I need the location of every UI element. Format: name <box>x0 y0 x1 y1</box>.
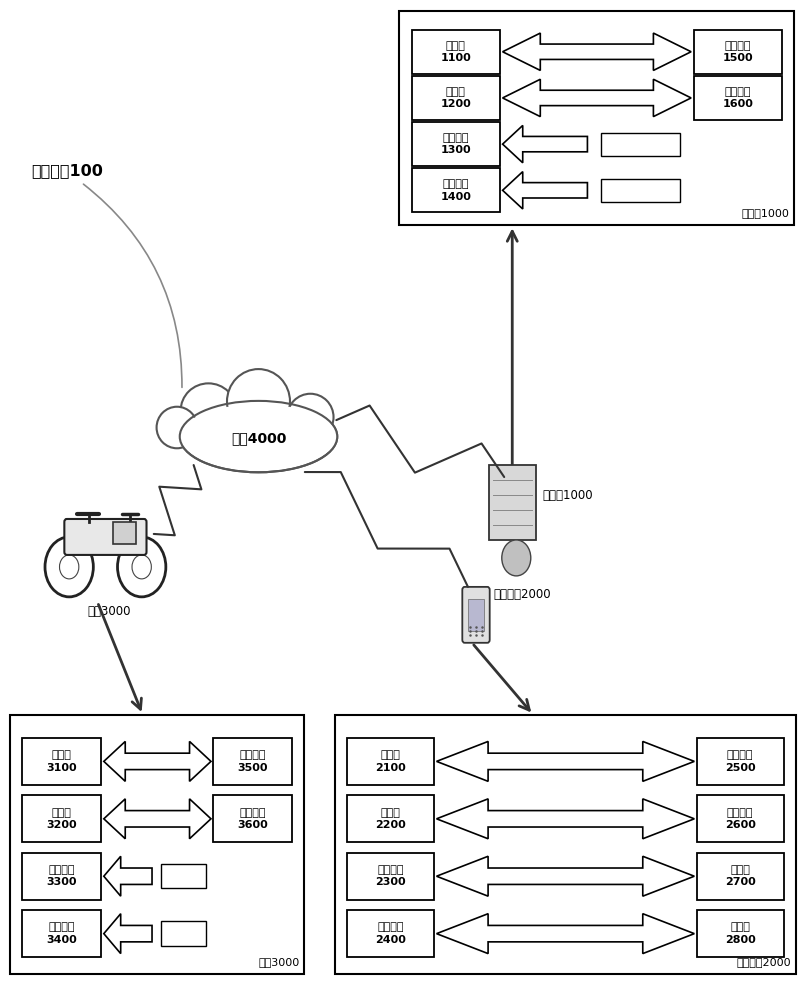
Ellipse shape <box>180 404 337 469</box>
Text: 显示装置
2500: 显示装置 2500 <box>725 750 755 773</box>
Ellipse shape <box>180 401 337 472</box>
Bar <box>335 715 796 974</box>
Text: 输入装置
1600: 输入装置 1600 <box>722 87 753 109</box>
Polygon shape <box>104 799 211 839</box>
Ellipse shape <box>227 369 290 434</box>
Text: 接口装置
1300: 接口装置 1300 <box>441 133 471 155</box>
Text: 接口装置
2300: 接口装置 2300 <box>375 865 406 887</box>
Text: 存储器
3200: 存储器 3200 <box>47 808 77 830</box>
Polygon shape <box>437 914 694 954</box>
Polygon shape <box>104 914 152 954</box>
Text: 通信装置
2400: 通信装置 2400 <box>375 922 406 945</box>
Text: 麦克风
2800: 麦克风 2800 <box>725 922 755 945</box>
Text: 车辆3000: 车辆3000 <box>88 605 132 618</box>
Bar <box>23 795 102 842</box>
Text: 处理器
3100: 处理器 3100 <box>47 750 77 773</box>
Polygon shape <box>503 125 587 163</box>
Text: 服务器1000: 服务器1000 <box>543 489 593 502</box>
Bar <box>468 599 484 631</box>
Bar <box>23 853 102 900</box>
Ellipse shape <box>287 394 333 440</box>
Polygon shape <box>437 799 694 839</box>
Text: 存储器
2200: 存储器 2200 <box>375 808 406 830</box>
Polygon shape <box>503 33 691 70</box>
Bar <box>161 921 207 946</box>
Bar <box>213 795 292 842</box>
Polygon shape <box>503 172 587 209</box>
Bar <box>693 76 782 120</box>
Bar <box>412 76 500 120</box>
Polygon shape <box>104 856 152 896</box>
Ellipse shape <box>181 383 236 438</box>
Bar <box>10 715 304 974</box>
Text: 网络4000: 网络4000 <box>231 431 286 445</box>
Bar <box>693 30 782 74</box>
Polygon shape <box>437 856 694 896</box>
Text: 用户终端2000: 用户终端2000 <box>736 957 791 967</box>
Text: 通信装置
1400: 通信装置 1400 <box>441 179 471 202</box>
Bar <box>114 522 136 544</box>
Bar <box>347 910 434 957</box>
Polygon shape <box>437 741 694 781</box>
Text: 接口装置
3300: 接口装置 3300 <box>47 865 77 887</box>
Bar <box>412 122 500 166</box>
Bar <box>601 133 680 156</box>
Text: 车辆3000: 车辆3000 <box>258 957 299 967</box>
Text: 输入装置
2600: 输入装置 2600 <box>725 808 755 830</box>
Text: 存储器
1200: 存储器 1200 <box>441 87 471 109</box>
Polygon shape <box>104 741 211 781</box>
Bar <box>347 853 434 900</box>
Ellipse shape <box>157 407 198 448</box>
FancyBboxPatch shape <box>65 519 147 555</box>
Text: 处理器
1100: 处理器 1100 <box>441 41 471 63</box>
Bar <box>696 853 784 900</box>
Text: 输出装置
3500: 输出装置 3500 <box>237 750 268 773</box>
Circle shape <box>502 540 531 576</box>
Bar <box>489 465 536 540</box>
Text: 处理器
2100: 处理器 2100 <box>375 750 406 773</box>
Text: 服务器1000: 服务器1000 <box>742 208 789 218</box>
Bar <box>696 738 784 785</box>
Bar <box>601 179 680 202</box>
Bar <box>412 168 500 212</box>
Bar <box>347 738 434 785</box>
Text: 车辆系统100: 车辆系统100 <box>31 163 103 178</box>
FancyBboxPatch shape <box>462 587 490 643</box>
Text: 显示装置
1500: 显示装置 1500 <box>722 41 753 63</box>
Bar <box>696 910 784 957</box>
Text: 通信装置
3400: 通信装置 3400 <box>47 922 77 945</box>
Bar <box>23 738 102 785</box>
Text: 用户终端2000: 用户终端2000 <box>494 588 551 601</box>
Bar <box>347 795 434 842</box>
Text: 扬声器
2700: 扬声器 2700 <box>725 865 755 887</box>
Text: 输入装置
3600: 输入装置 3600 <box>237 808 268 830</box>
Bar <box>696 795 784 842</box>
Bar <box>399 11 794 225</box>
Bar <box>412 30 500 74</box>
Polygon shape <box>503 79 691 117</box>
Bar <box>23 910 102 957</box>
Bar <box>213 738 292 785</box>
Bar <box>161 864 207 888</box>
